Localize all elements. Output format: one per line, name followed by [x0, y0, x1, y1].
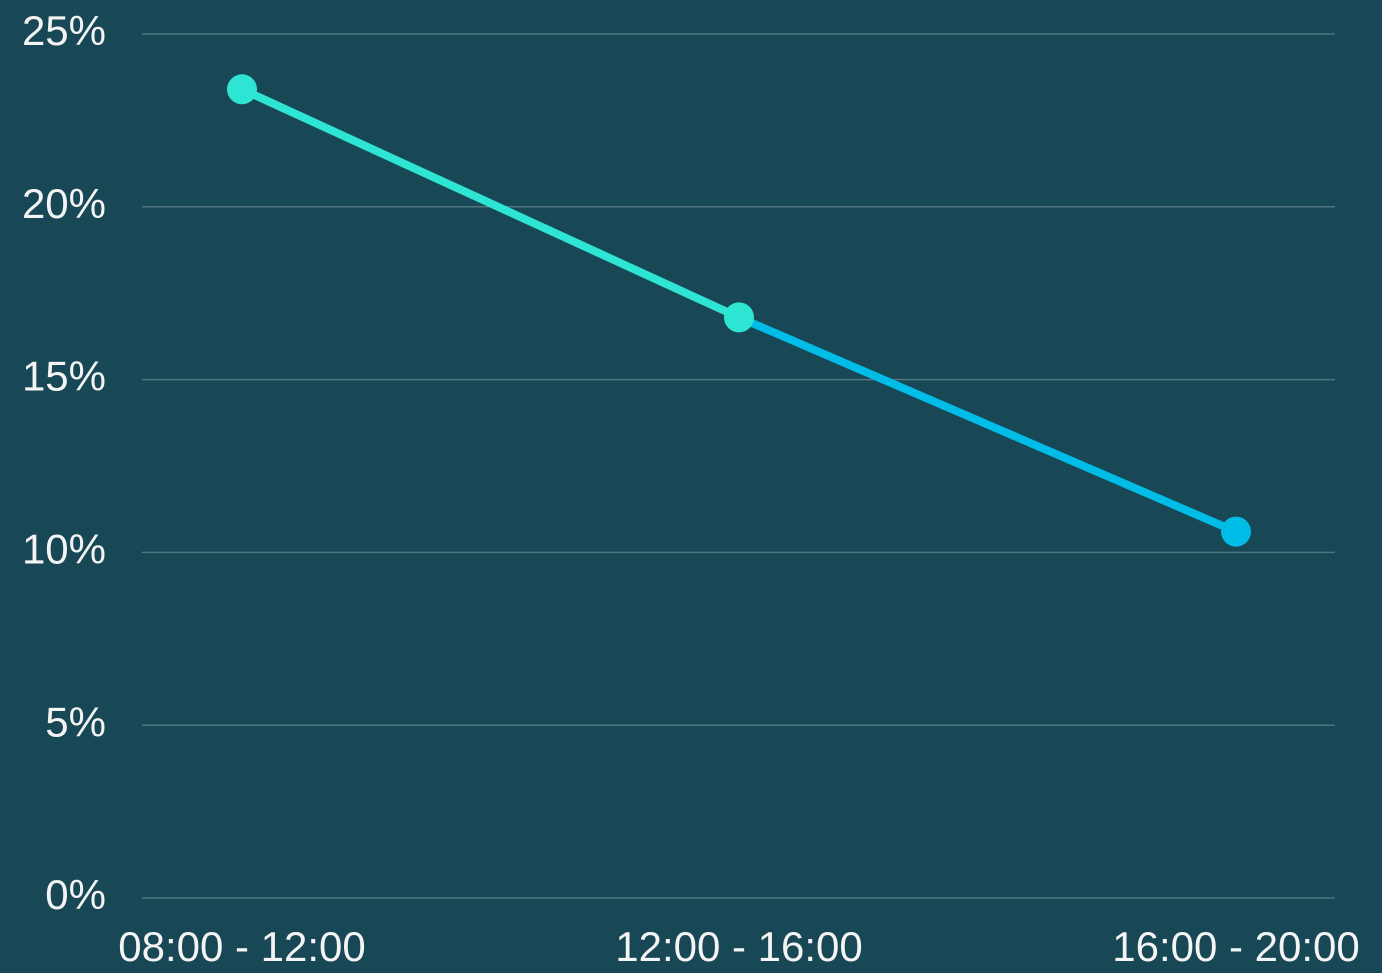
- point: [1221, 516, 1251, 547]
- y-tick-label: 15%: [22, 353, 106, 400]
- x-tick-label: 12:00 - 16:00: [615, 923, 863, 970]
- y-tick-label: 25%: [22, 7, 106, 54]
- y-tick-label: 5%: [45, 698, 106, 745]
- y-tick-label: 10%: [22, 525, 106, 572]
- point: [724, 302, 754, 333]
- point: [227, 74, 257, 105]
- x-tick-label: 08:00 - 12:00: [118, 923, 366, 970]
- y-tick-label: 20%: [22, 180, 106, 227]
- x-tick-label: 16:00 - 20:00: [1112, 923, 1360, 970]
- y-tick-label: 0%: [45, 871, 106, 918]
